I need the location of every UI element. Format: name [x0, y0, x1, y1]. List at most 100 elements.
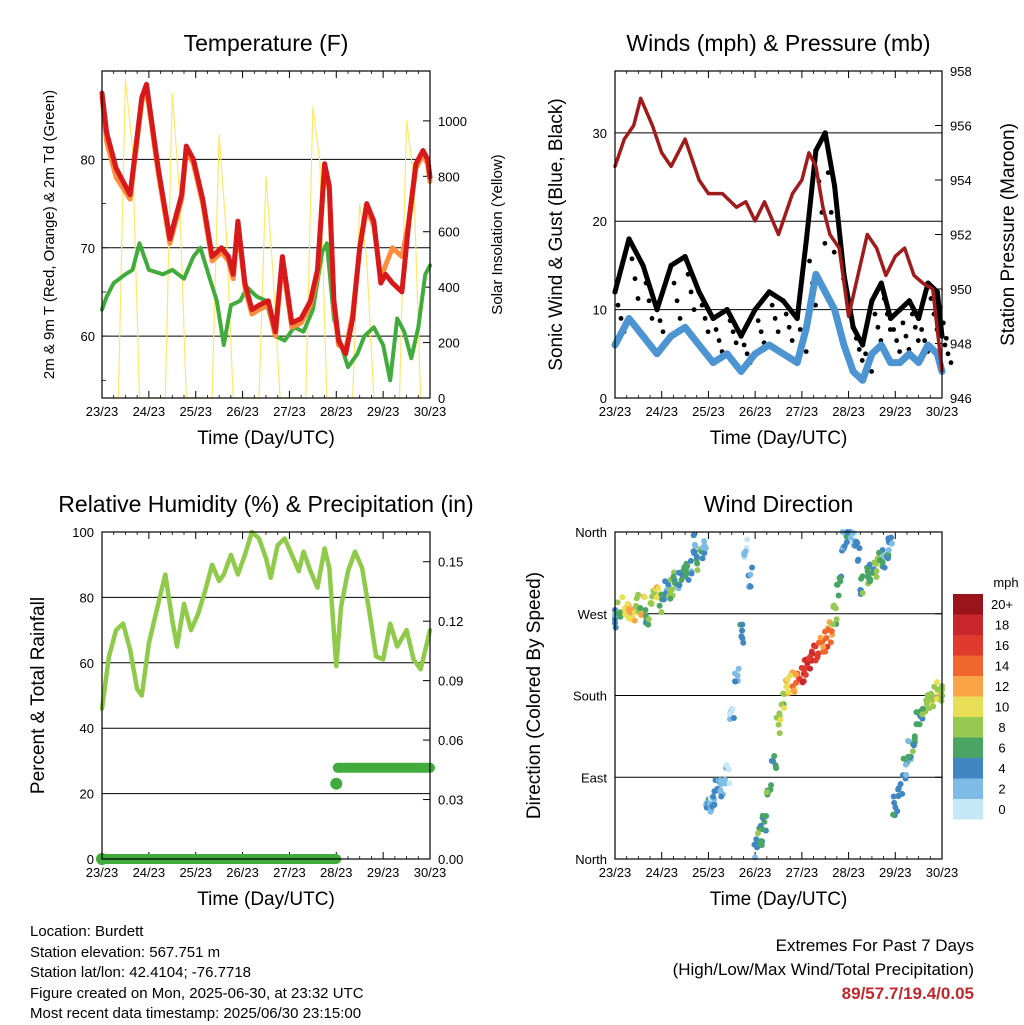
legend-swatch — [953, 594, 983, 615]
direction-point — [775, 721, 782, 728]
gust-point — [674, 298, 680, 304]
x-tick-label: 26/23 — [739, 404, 772, 419]
legend-label: 16 — [995, 638, 1009, 653]
y2-tick-label: 400 — [438, 280, 460, 295]
wind-direction-panel: Wind Direction 23/23 24/23 25/23 26/23 27/23 2… — [524, 491, 958, 910]
x-tick-label: 29/23 — [879, 404, 912, 419]
precip-point — [330, 777, 343, 790]
direction-point — [732, 678, 739, 685]
x-axis-label: Time (Day/UTC) — [197, 889, 335, 910]
x-tick-label: 25/23 — [692, 404, 725, 419]
y-axis-label: Direction (Colored By Speed) — [524, 572, 545, 819]
direction-point — [717, 787, 724, 794]
direction-point — [856, 545, 863, 552]
direction-point — [919, 705, 926, 712]
direction-point — [776, 730, 783, 737]
gust-point — [903, 333, 909, 339]
gust-point — [922, 338, 928, 343]
y2-tick-label: 0.00 — [438, 852, 463, 867]
direction-point — [903, 771, 910, 778]
y2-tick-label: 600 — [438, 225, 460, 240]
direction-point — [853, 539, 860, 546]
direction-point — [676, 582, 683, 589]
direction-point — [930, 703, 937, 710]
x-tick-label: 27/23 — [786, 865, 819, 880]
y2-tick-label: 0.03 — [438, 793, 463, 808]
direction-point — [739, 621, 746, 628]
y2-tick-label: 956 — [950, 119, 972, 134]
x-axis-label: Time (Day/UTC) — [710, 428, 848, 449]
direction-point — [656, 602, 663, 609]
direction-point — [913, 709, 920, 716]
x-tick-label: 27/23 — [273, 404, 306, 419]
chart-title: Relative Humidity (%) & Precipitation (i… — [58, 491, 473, 517]
direction-point — [693, 553, 700, 560]
direction-point — [661, 596, 668, 603]
direction-point — [726, 780, 733, 787]
gust-point — [691, 307, 697, 313]
x-tick-label: 23/23 — [86, 865, 119, 880]
y-tick-label: 60 — [81, 329, 95, 344]
direction-point — [645, 621, 652, 628]
gust-point — [863, 351, 868, 357]
gust-point — [891, 327, 897, 332]
x-tick-label: 28/23 — [320, 865, 353, 880]
direction-point — [792, 679, 799, 686]
direction-point — [909, 748, 916, 755]
direction-point — [919, 715, 926, 722]
direction-point — [768, 757, 775, 764]
y2-tick-label: 1000 — [438, 114, 467, 129]
y2-axis-label: Solar Insolation (Yellow) — [489, 154, 506, 314]
direction-point — [753, 836, 760, 843]
legend-swatch — [953, 778, 983, 799]
chart-title: Wind Direction — [704, 491, 854, 517]
temperature-2m-line — [99, 81, 433, 357]
direction-point — [772, 763, 779, 770]
y2-tick-label: 0.15 — [438, 555, 463, 570]
gust-point — [803, 349, 809, 355]
gust-point — [660, 329, 666, 335]
direction-point — [648, 601, 655, 608]
y-axis-label: Sonic Wind & Gust (Blue, Black) — [546, 98, 567, 370]
legend-label: 18 — [995, 618, 1009, 633]
direction-point — [718, 793, 725, 800]
direction-point — [897, 781, 904, 788]
direction-point — [818, 639, 825, 646]
gust-point — [783, 311, 789, 317]
direction-point — [910, 742, 917, 749]
direction-point — [905, 738, 912, 745]
legend-swatch — [953, 676, 983, 697]
legend-swatch — [953, 696, 983, 717]
direction-point — [759, 826, 766, 833]
gust-point — [872, 311, 878, 317]
y2-tick-label: 0 — [438, 391, 445, 406]
gust-point — [730, 329, 736, 335]
legend-label: 6 — [998, 741, 1005, 756]
legend-swatch — [953, 614, 983, 635]
gust-point — [859, 358, 865, 363]
direction-point — [881, 564, 888, 571]
direction-point — [694, 560, 701, 567]
x-tick-label: 24/23 — [645, 865, 678, 880]
direction-point — [751, 841, 758, 848]
direction-point — [820, 644, 827, 651]
direction-point — [913, 721, 920, 728]
created-text: Figure created on Mon, 2025-06-30, at 23… — [30, 984, 364, 1002]
x-tick-label: 30/23 — [414, 865, 447, 880]
direction-point — [781, 705, 788, 712]
direction-point — [709, 803, 716, 810]
direction-point — [873, 573, 880, 580]
direction-point — [642, 606, 649, 613]
gust-point — [688, 289, 694, 295]
gust-point — [900, 320, 906, 326]
y2-tick-label: 954 — [950, 173, 972, 188]
direction-point — [741, 552, 748, 559]
direction-point — [729, 706, 736, 713]
extremes-box: Extremes For Past 7 Days (High/Low/Max W… — [673, 934, 974, 1006]
direction-point — [754, 830, 761, 837]
gust-point — [869, 369, 874, 374]
x-tick-label: 25/23 — [692, 865, 725, 880]
legend-label: 2 — [998, 782, 1005, 797]
y2-tick-label: 958 — [950, 64, 972, 79]
direction-point — [812, 657, 819, 664]
